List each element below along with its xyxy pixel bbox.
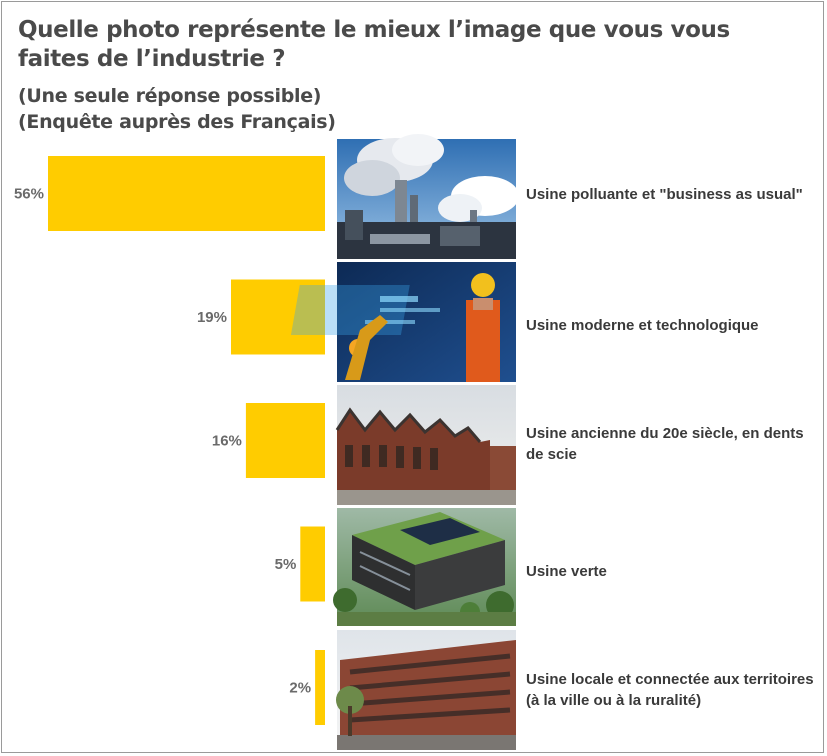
category-label-modern: Usine moderne et technologique bbox=[526, 316, 759, 334]
data-label-1: 19% bbox=[197, 309, 227, 326]
data-label-4: 2% bbox=[289, 680, 311, 697]
bar-1 bbox=[231, 279, 325, 355]
category-label-local: Usine locale et connectée aux territoire… bbox=[526, 671, 814, 709]
local-factory-photo bbox=[336, 630, 516, 750]
data-labels-layer: 56% 19% 16% 5% 2% bbox=[14, 186, 311, 697]
polluting-factory-photo bbox=[337, 134, 519, 259]
green-factory-photo bbox=[333, 508, 516, 626]
category-label-green: Usine verte bbox=[526, 562, 607, 580]
bar-2 bbox=[245, 403, 325, 478]
chart-subtitle-survey: (Enquête auprès des Français) bbox=[18, 111, 336, 133]
old-factory-photo bbox=[335, 385, 516, 505]
modern-factory-photo bbox=[290, 262, 516, 382]
data-label-2: 16% bbox=[212, 433, 242, 450]
bar-3 bbox=[300, 526, 325, 602]
chart-subtitle-response: (Une seule réponse possible) bbox=[18, 85, 322, 107]
category-label-polluting: Usine polluante et "business as usual" bbox=[526, 185, 803, 203]
bar-0 bbox=[48, 156, 325, 231]
category-label-old: Usine ancienne du 20e siècle, en dents d… bbox=[526, 425, 804, 463]
chart-title: Quelle photo représente le mieux l’image… bbox=[18, 17, 730, 72]
bars-layer bbox=[48, 156, 325, 725]
data-label-0: 56% bbox=[14, 186, 44, 203]
data-label-3: 5% bbox=[275, 556, 297, 573]
bar-4 bbox=[315, 650, 325, 725]
